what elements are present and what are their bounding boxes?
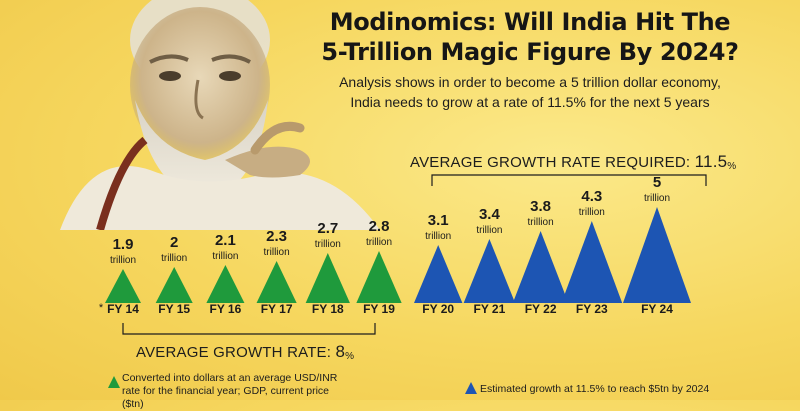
- bar-fy-14: [105, 269, 141, 303]
- page-title-line-2: 5-Trillion Magic Figure By 2024?: [321, 38, 739, 66]
- legend-actual-icon: [108, 376, 120, 388]
- unit-label: trillion: [425, 231, 451, 242]
- value-label: 5: [653, 174, 661, 191]
- required-growth-bracket: [431, 174, 707, 186]
- value-label: 1.9: [113, 236, 134, 253]
- category-label: FY 17: [261, 302, 293, 316]
- bar-fy-24: [623, 207, 691, 303]
- bar-fy-23: [561, 221, 623, 303]
- gdp-chart: 1.9 trillion FY 14* 2 trillion FY 15 2.1 trilli…: [99, 174, 707, 335]
- average-growth-label: AVERAGE GROWTH RATE: 8%: [136, 342, 354, 362]
- bar-fy-15: [155, 267, 193, 303]
- bar-fy-19: [356, 251, 402, 303]
- required-growth-text: AVERAGE GROWTH RATE REQUIRED:: [410, 154, 691, 171]
- required-growth-percent: %: [727, 161, 737, 172]
- value-label: 3.8: [530, 198, 551, 215]
- legend-estimated-icon: [465, 382, 477, 394]
- average-growth-bracket: [122, 323, 376, 335]
- bar-fy-21: [463, 239, 516, 303]
- category-label: FY 24: [641, 302, 673, 316]
- unit-label: trillion: [644, 193, 670, 204]
- value-label: 2: [170, 234, 178, 251]
- unit-label: trillion: [110, 255, 136, 266]
- unit-label: trillion: [579, 207, 605, 218]
- value-label: 2.8: [369, 218, 390, 235]
- bar-fy-17: [256, 261, 297, 303]
- average-growth-percent: %: [345, 351, 355, 362]
- unit-label: trillion: [315, 239, 341, 250]
- average-growth-text: AVERAGE GROWTH RATE:: [136, 344, 332, 361]
- category-label: FY 23: [576, 302, 608, 316]
- value-label: 2.1: [215, 232, 236, 249]
- category-label: FY 15: [158, 302, 190, 316]
- bar-fy-16: [206, 265, 245, 303]
- category-label: FY 19: [363, 302, 395, 316]
- bar-fy-22: [512, 231, 569, 303]
- category-label: FY 22: [525, 302, 557, 316]
- footnote-marker: *: [99, 302, 104, 314]
- category-label: FY 20: [422, 302, 454, 316]
- value-label: 2.3: [266, 228, 287, 245]
- category-label: FY 14: [107, 302, 139, 316]
- value-label: 3.4: [479, 206, 501, 223]
- category-label: FY 18: [312, 302, 344, 316]
- portrait-illustration: [60, 0, 380, 230]
- unit-label: trillion: [161, 253, 187, 264]
- required-growth-label: AVERAGE GROWTH RATE REQUIRED: 11.5%: [410, 152, 736, 172]
- unit-label: trillion: [528, 217, 554, 228]
- legend-estimated: Estimated growth at 11.5% to reach $5tn …: [480, 383, 710, 395]
- value-label: 3.1: [428, 212, 449, 229]
- unit-label: trillion: [264, 247, 290, 258]
- bar-fy-18: [305, 253, 350, 303]
- unit-label: trillion: [366, 237, 392, 248]
- category-label: FY 21: [473, 302, 505, 316]
- value-label: 4.3: [581, 188, 602, 205]
- average-growth-value: 8: [335, 342, 346, 361]
- category-label: FY 16: [209, 302, 241, 316]
- subtitle-line-2: India needs to grow at a rate of 11.5% f…: [350, 94, 710, 110]
- subtitle-line-1: Analysis shows in order to become a 5 tr…: [339, 74, 721, 90]
- required-growth-value: 11.5: [694, 152, 728, 171]
- value-label: 2.7: [317, 220, 338, 237]
- bar-fy-20: [414, 245, 463, 303]
- legend-actual: Converted into dollars at an average USD…: [122, 372, 338, 410]
- unit-label: trillion: [476, 225, 502, 236]
- page-title-line-1: Modinomics: Will India Hit The: [329, 8, 731, 36]
- unit-label: trillion: [212, 251, 238, 262]
